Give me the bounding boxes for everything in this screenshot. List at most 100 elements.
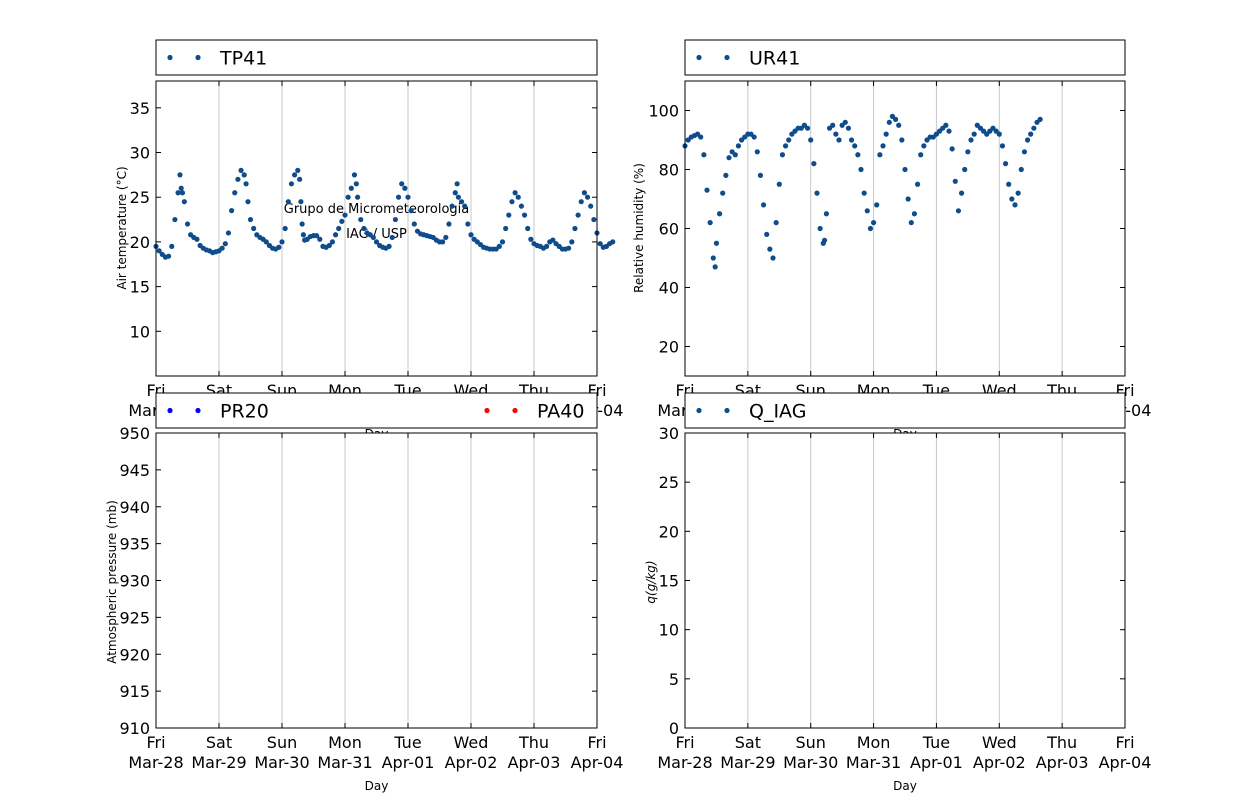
data-point [326, 242, 332, 249]
data-point [914, 181, 921, 187]
data-point [726, 155, 732, 161]
data-point [361, 225, 367, 232]
data-point [238, 167, 244, 173]
data-point [732, 152, 738, 158]
data-point [166, 253, 172, 259]
data-point [389, 234, 395, 241]
data-point [968, 137, 974, 143]
data-point [874, 202, 880, 208]
data-point [962, 166, 968, 173]
data-point [892, 116, 899, 122]
x-tick-day-label: Fri [587, 733, 606, 752]
data-point [405, 194, 411, 200]
data-point [449, 203, 455, 209]
y-tick-label: 40 [659, 279, 679, 298]
data-point [698, 134, 704, 140]
legend-box [684, 392, 1126, 429]
data-point [452, 190, 458, 196]
data-point [861, 190, 867, 196]
x-tick-date-label: Mar-30 [254, 753, 309, 772]
data-point [597, 241, 603, 247]
data-point [880, 143, 886, 149]
legend: Q_IAG [684, 392, 1126, 429]
data-point [946, 128, 952, 134]
data-point [864, 208, 870, 214]
data-point [735, 143, 742, 149]
data-point [194, 236, 200, 242]
data-point [896, 122, 902, 128]
data-point [908, 220, 914, 226]
data-point [443, 234, 449, 241]
data-point [578, 199, 584, 205]
plot-area [156, 433, 597, 728]
data-point [351, 172, 358, 178]
data-point [952, 178, 958, 184]
data-point [285, 199, 291, 205]
data-point [181, 199, 187, 205]
y-tick-label: 20 [659, 522, 679, 541]
y-tick-label: 950 [119, 424, 150, 443]
data-point [235, 176, 241, 182]
legend-box [684, 39, 1126, 76]
data-point [336, 225, 342, 232]
x-tick-date-label: Apr-01 [382, 753, 435, 772]
data-point [569, 239, 575, 245]
legend-label: Q_IAG [749, 401, 806, 423]
data-point [751, 134, 757, 140]
y-tick-label: 25 [130, 188, 150, 207]
data-point [314, 233, 320, 239]
data-point [886, 119, 892, 125]
data-point [156, 248, 162, 254]
data-point [867, 225, 874, 232]
legend-box [155, 392, 598, 429]
legend: UR41 [684, 39, 1126, 76]
data-point [996, 131, 1002, 137]
y-tick-label: 925 [119, 608, 150, 627]
y-axis-label: Air temperature (°C) [115, 166, 129, 289]
data-point [720, 190, 726, 196]
y-tick-label: 0 [669, 719, 679, 738]
x-tick-day-label: Thu [518, 733, 549, 752]
data-point [707, 220, 713, 226]
y-tick-label: 10 [659, 621, 679, 640]
data-point [1024, 137, 1031, 143]
data-point [833, 131, 839, 137]
x-tick-day-label: Fri [146, 733, 165, 752]
data-point [836, 137, 842, 143]
x-tick-day-label: Fri [675, 733, 694, 752]
data-point [525, 225, 531, 232]
data-point [355, 194, 361, 200]
data-point [292, 172, 298, 178]
data-point [175, 190, 181, 196]
data-point [298, 199, 304, 205]
data-point [499, 239, 506, 245]
data-point [219, 245, 225, 251]
y-tick-label: 930 [119, 572, 150, 591]
x-tick-day-label: Mon [857, 733, 891, 752]
data-point [263, 239, 269, 245]
data-point [770, 255, 776, 261]
data-point [458, 199, 465, 205]
data-point [782, 143, 789, 149]
y-tick-label: 25 [659, 473, 679, 492]
data-point [610, 239, 616, 245]
data-point [842, 119, 848, 125]
data-point [402, 185, 408, 191]
data-point [877, 152, 883, 158]
data-point [830, 122, 836, 128]
data-point [1018, 166, 1024, 173]
data-point [1012, 202, 1018, 208]
data-point [496, 243, 502, 249]
x-tick-day-label: Thu [1046, 733, 1077, 752]
data-point [232, 190, 238, 196]
legend-marker [195, 54, 201, 61]
data-point [345, 194, 351, 200]
x-tick-date-label: Mar-29 [720, 753, 775, 772]
x-tick-day-label: Mon [328, 733, 362, 752]
data-point [408, 208, 414, 214]
data-point [297, 176, 303, 182]
data-point [786, 137, 792, 143]
data-point [566, 245, 572, 251]
